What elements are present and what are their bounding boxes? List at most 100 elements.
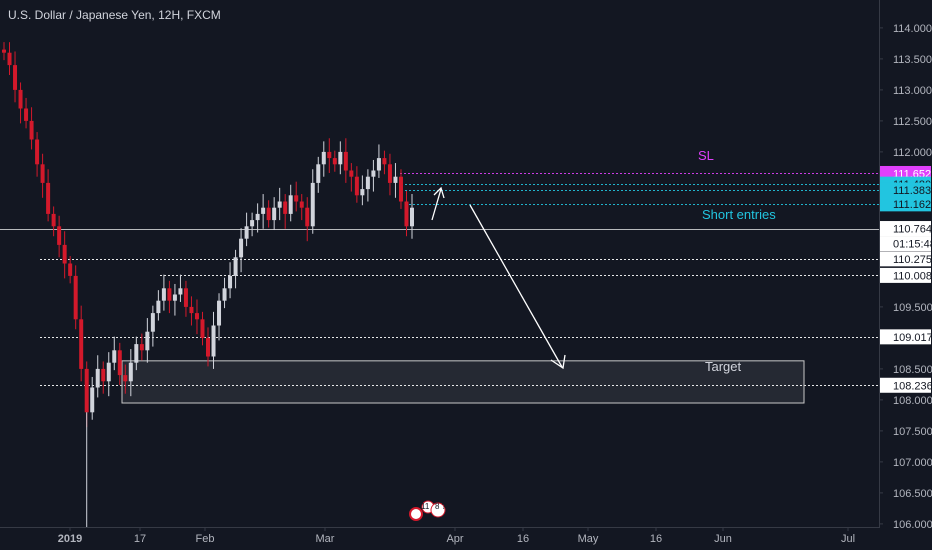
price-tick-label: 107.000 (893, 457, 932, 469)
candle-body (343, 151, 348, 171)
candle-body (299, 201, 304, 208)
candle-body (167, 288, 172, 301)
candle-body (321, 151, 326, 165)
candle-body (360, 189, 365, 196)
candle-body (250, 220, 255, 227)
candle-body (46, 182, 51, 214)
candle-body (404, 201, 409, 227)
candle-body (183, 288, 188, 307)
price-badge-entry (880, 196, 931, 212)
price-badge-label: 01:15:48 (893, 239, 932, 251)
short-entries-label: Short entries (702, 207, 776, 222)
arrow-down-line (469, 204, 563, 368)
events-count-b: 8 ? (435, 502, 447, 511)
candle-body (117, 350, 122, 376)
price-badge-level (880, 329, 931, 345)
candle-body (156, 300, 161, 314)
candle-body (338, 151, 343, 165)
candle-body (398, 176, 403, 202)
event-marker-icon[interactable] (409, 507, 423, 521)
candle-body (288, 195, 293, 214)
candle-body (7, 52, 12, 66)
candle-body (172, 294, 177, 301)
price-tick-label: 113.500 (893, 54, 932, 66)
price-badge-current (880, 221, 931, 237)
price-tick-label: 112.500 (893, 116, 932, 128)
price-badge-entry (880, 182, 931, 198)
candle-body (327, 151, 332, 159)
price-tick-label: 112.000 (893, 147, 932, 159)
candle-body (332, 158, 337, 165)
candle-body (233, 257, 238, 276)
candle-body (387, 164, 392, 183)
candle-body (354, 176, 359, 196)
candle-body (217, 300, 222, 326)
candle-body (84, 368, 89, 413)
candle-body (24, 108, 29, 121)
candle-body (244, 226, 249, 239)
candle-body (272, 207, 277, 221)
candle-body (349, 170, 354, 177)
candle-body (194, 313, 199, 320)
price-tick-label: 113.000 (893, 85, 932, 97)
price-tick-label: 107.500 (893, 426, 932, 438)
candle-body (261, 207, 266, 214)
price-badge-label: 110.275 (893, 254, 932, 266)
candle-body (376, 158, 381, 171)
price-badges: 111.652111.480111.383111.162110.76401:15… (880, 165, 932, 393)
price-badge-level (880, 251, 931, 267)
candle-body (393, 176, 398, 183)
candle-body (150, 313, 155, 332)
candle-body (255, 213, 260, 221)
candle-body (106, 362, 111, 382)
candle-body (57, 226, 62, 245)
candle-body (79, 319, 84, 369)
candle-body (18, 89, 23, 109)
candle-body (62, 244, 67, 264)
price-badge-label: 108.236 (893, 380, 932, 392)
time-tick-label: 16 (650, 533, 662, 545)
candle-body (128, 362, 133, 382)
candle-body (178, 288, 183, 295)
price-badge-label: 109.017 (893, 332, 932, 344)
time-tick-label: May (578, 533, 599, 545)
candle-body (228, 275, 233, 289)
candle-body (35, 139, 40, 165)
candle-body (95, 368, 100, 388)
time-tick-label: Mar (316, 533, 335, 545)
price-badge-label: 110.764 (893, 224, 932, 236)
target-label: Target (705, 359, 742, 374)
price-badge-level (880, 377, 931, 393)
price-tick-label: 106.500 (893, 488, 932, 500)
candle-body (266, 207, 271, 221)
arrow-down-head (550, 354, 566, 370)
candle-body (13, 65, 18, 90)
candle-body (365, 176, 370, 190)
annotation-labels: SL Short entries Target (698, 148, 776, 374)
target-zone-box[interactable] (121, 360, 805, 404)
candle-body (29, 120, 34, 140)
candle-body (239, 238, 244, 258)
arrow-up-head (433, 186, 445, 199)
horizontal-levels[interactable] (0, 173, 879, 386)
target-zone[interactable] (121, 360, 805, 404)
arrow-up-line (431, 188, 442, 221)
time-tick-label: Jul (841, 533, 855, 545)
time-tick-label: 2019 (58, 533, 82, 545)
price-tick-label: 108.000 (893, 395, 932, 407)
candle-body (123, 375, 128, 382)
candle-body (371, 170, 376, 177)
price-badge-label: 111.162 (893, 199, 931, 211)
projection-arrows[interactable] (431, 186, 566, 370)
price-axis[interactable]: 114.000 113.500 113.000 112.500 112.000 109.5… (879, 23, 932, 531)
event-marker-icon[interactable] (430, 502, 446, 518)
candle-body (145, 331, 150, 351)
time-axis[interactable]: 2019 17 Feb Mar Apr 16 May 16 Jun Jul (58, 527, 855, 545)
candles (2, 42, 414, 527)
events-icon[interactable]: 11 8 ? (409, 500, 447, 521)
symbol-title: U.S. Dollar / Japanese Yen, 12H, FXCM (8, 8, 221, 22)
candle-body (134, 344, 139, 363)
price-badge-label: 111.383 (893, 185, 931, 197)
candle-body (410, 207, 414, 227)
